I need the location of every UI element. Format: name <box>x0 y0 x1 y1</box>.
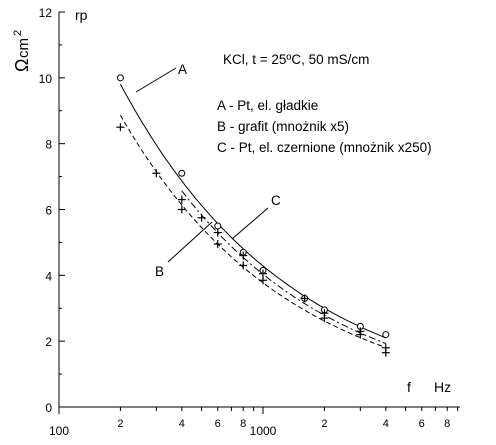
point-c <box>259 269 267 278</box>
x-tick-label-minor: 8 <box>240 418 246 430</box>
conditions-text: KCl, t = 25ºC, 50 mS/cm <box>223 52 369 67</box>
legend-b: B - grafit (mnożnik x5) <box>217 119 349 134</box>
point-b <box>152 169 161 178</box>
x-tick-label-major: 1000 <box>250 424 277 438</box>
point-c <box>381 343 390 352</box>
y-tick-label: 4 <box>45 269 52 283</box>
y-tick-label: 12 <box>39 6 53 20</box>
series-line-c <box>181 190 386 344</box>
point-a <box>178 169 186 177</box>
point-c <box>356 327 365 336</box>
y-tick-label: 10 <box>39 72 53 86</box>
point-a <box>382 331 390 339</box>
point-c <box>177 195 186 204</box>
x-tick-label-minor: 4 <box>179 418 185 430</box>
series-line-b <box>119 114 386 348</box>
y-axis-label: Ω cm 2 <box>12 30 32 72</box>
x-tick-label-minor: 6 <box>419 418 425 430</box>
y-tick-label: 2 <box>45 335 52 349</box>
x-tick-label-major: 100 <box>49 424 69 438</box>
point-a <box>214 222 222 230</box>
axes: 0 2 4 6 8 10 12 100 1000 2 4 6 8 2 4 6 8 <box>39 6 460 438</box>
point-b <box>116 123 125 132</box>
point-c <box>239 251 248 260</box>
y-tick-label: 0 <box>45 401 52 415</box>
y-axis-tag: rp <box>75 7 88 23</box>
curve-label-b: B <box>155 264 164 279</box>
curve-label-c: C <box>271 193 281 208</box>
point-c <box>300 294 309 303</box>
x-tick-label-minor: 6 <box>215 418 221 430</box>
x-tick-label-minor: 8 <box>444 418 450 430</box>
markers <box>116 74 390 357</box>
point-b <box>177 205 186 214</box>
leader-c <box>231 207 269 240</box>
point-b <box>213 240 222 249</box>
leader-a <box>135 67 177 93</box>
series-line-a <box>119 83 386 339</box>
legend-a: A - Pt, el. gładkie <box>217 98 318 113</box>
point-c <box>213 228 222 237</box>
y-tick-label: 6 <box>45 204 52 218</box>
legend-c: C - Pt, el. czernione (mnożnik x250) <box>217 140 432 155</box>
curve-label-a: A <box>178 62 187 77</box>
x-tick-label-minor: 2 <box>321 418 327 430</box>
y-axis-label-exp: 2 <box>12 30 24 36</box>
y-axis-label-omega: Ω <box>12 59 32 72</box>
x-tick-label-minor: 4 <box>383 418 389 430</box>
leader-b <box>167 221 213 263</box>
y-tick-label: 8 <box>45 138 52 152</box>
x-axis-unit: Hz <box>434 379 451 395</box>
point-a <box>116 74 124 82</box>
point-c <box>320 309 329 318</box>
curves <box>119 83 386 348</box>
point-b <box>197 213 206 222</box>
x-axis-tag: f <box>407 379 411 395</box>
point-b <box>239 261 248 270</box>
x-tick-label-minor: 2 <box>117 418 123 430</box>
y-axis-label-unit: cm <box>15 38 32 58</box>
